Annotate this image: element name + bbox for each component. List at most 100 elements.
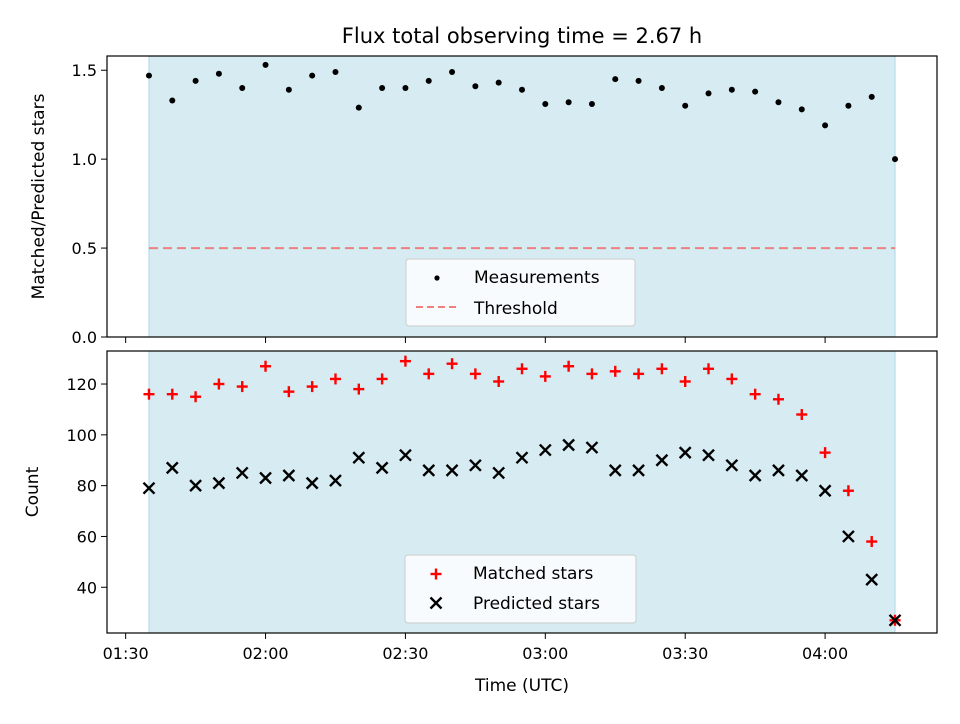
x-tick-label: 03:30 — [662, 644, 708, 663]
predicted-star-point — [259, 471, 272, 485]
matched-star-point — [399, 355, 411, 367]
y-tick-label: 1.0 — [72, 150, 97, 169]
matched-star-point — [726, 373, 738, 385]
measurement-point — [192, 77, 199, 84]
measurement-point — [565, 99, 572, 106]
matched-star-point — [493, 375, 505, 387]
measurement-point — [635, 77, 642, 84]
measurement-point — [728, 86, 735, 93]
measurement-point — [285, 86, 292, 93]
predicted-star-point — [212, 476, 226, 490]
measurement-legend-marker — [434, 275, 440, 281]
legend-threshold: Threshold — [473, 299, 558, 319]
predicted-star-point — [655, 453, 669, 467]
chart-title: Flux total observing time = 2.67 h — [342, 24, 702, 48]
top-y-axis-label: Matched/Predicted stars — [29, 93, 49, 299]
predicted-star-point — [772, 464, 785, 477]
predicted-star-point — [235, 466, 249, 480]
measurement-point — [658, 85, 665, 92]
predicted-star-point — [608, 464, 622, 477]
measurement-point — [425, 77, 432, 84]
x-tick-label: 02:30 — [382, 644, 428, 663]
bottom-axes-frame — [106, 350, 938, 634]
bottom-legend: Matched stars Predicted stars — [404, 554, 637, 624]
top-legend-box — [405, 258, 636, 327]
matched-star-point — [329, 373, 341, 385]
measurement-point — [169, 97, 176, 104]
top-legend: Measurements Threshold — [405, 258, 636, 327]
legend-matched-stars: Matched stars — [473, 564, 593, 584]
matched-star-point — [190, 391, 202, 403]
matched-star-point — [213, 378, 225, 390]
y-tick-label: 0.5 — [72, 239, 97, 258]
matched-star-point — [166, 388, 178, 400]
measurement-point — [868, 93, 875, 100]
y-tick-label: 0.0 — [72, 328, 97, 347]
predicted-star-point — [562, 438, 575, 452]
matched-star-point — [772, 393, 784, 405]
predicted-star-point — [399, 448, 412, 462]
measurement-point — [379, 85, 386, 92]
measurement-point — [239, 85, 246, 92]
matched-star-point — [609, 365, 621, 377]
predicted-star-point — [888, 613, 902, 627]
measurement-point — [752, 88, 759, 95]
matched-star-point — [283, 386, 295, 398]
measurement-point — [309, 72, 316, 79]
legend-measurements: Measurements — [474, 268, 600, 288]
predicted-legend-cross — [429, 596, 443, 610]
matched-star-point — [260, 360, 272, 372]
predicted-star-point — [352, 451, 366, 465]
matched-star-point — [446, 358, 458, 370]
measurement-point — [775, 99, 782, 106]
matched-star-point — [866, 536, 878, 548]
measurement-point — [332, 69, 339, 76]
measurement-point — [145, 72, 152, 79]
predicted-star-point — [748, 469, 762, 482]
measurement-point — [262, 61, 269, 68]
measurement-point — [495, 79, 502, 86]
y-tick-label: 40 — [77, 578, 97, 597]
measurement-point — [705, 90, 712, 97]
y-tick-label: 1.5 — [72, 61, 97, 80]
measurement-point — [472, 83, 479, 90]
predicted-star-point — [329, 474, 342, 487]
matched-star-point — [563, 360, 575, 372]
matched-star-point — [633, 368, 645, 380]
matched-star-point — [819, 447, 831, 459]
matched-star-point — [842, 485, 854, 497]
x-axis-label: Time (UTC) — [474, 676, 569, 696]
measurement-point — [542, 101, 549, 108]
predicted-star-point — [795, 469, 809, 482]
matched-legend-marker — [430, 568, 442, 580]
predicted-star-point — [865, 573, 879, 586]
matched-star-point — [679, 375, 691, 387]
predicted-star-point — [725, 458, 739, 472]
predicted-star-point — [165, 461, 179, 475]
matched-star-point — [703, 363, 715, 375]
x-tick-label: 01:30 — [103, 644, 149, 663]
predicted-star-point — [375, 461, 389, 475]
matched-star-point — [539, 370, 551, 382]
matched-star-point — [236, 381, 248, 393]
bottom-x-ticks: 01:30 02:00 02:30 03:00 03:30 04:00 — [103, 633, 848, 663]
predicted-star-point — [632, 464, 645, 477]
measurement-point — [612, 76, 619, 83]
measurement-point — [519, 86, 525, 93]
matched-legend-plus — [430, 568, 442, 580]
matched-star-point — [143, 388, 155, 400]
y-tick-label: 80 — [77, 477, 97, 496]
y-tick-label: 100 — [66, 426, 97, 445]
measurement-point — [588, 101, 595, 108]
matched-star-point — [516, 363, 528, 375]
predicted-star-point — [189, 479, 202, 492]
matched-star-point — [469, 368, 481, 380]
matched-star-point — [423, 368, 435, 380]
predicted-star-point — [702, 448, 715, 462]
measurement-point — [449, 69, 456, 76]
predicted-star-point — [818, 484, 832, 498]
measurement-point — [798, 106, 805, 113]
predicted-star-point — [305, 476, 319, 490]
matched-star-point — [796, 409, 808, 421]
